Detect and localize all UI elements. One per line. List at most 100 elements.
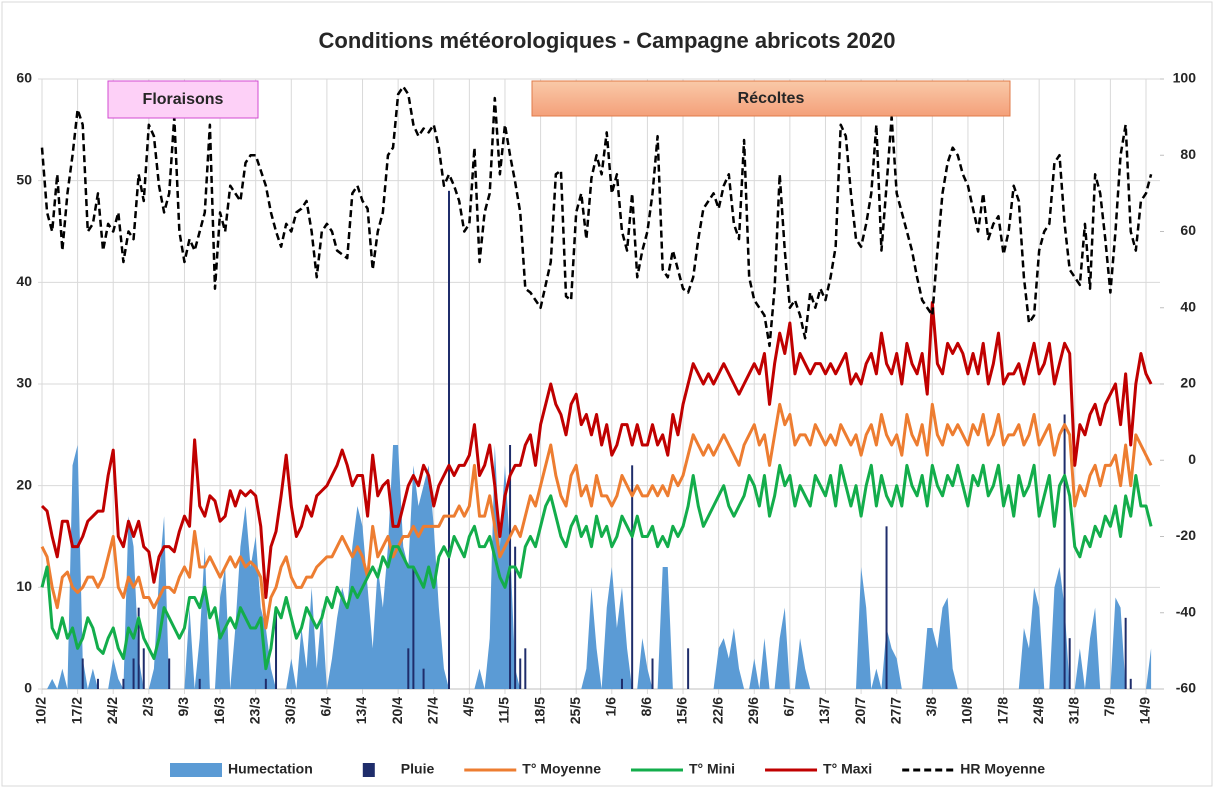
legend-item: Humectation (170, 761, 313, 777)
x-tick-label: 8/6 (638, 697, 654, 717)
y2-tick-label: -20 (1176, 527, 1196, 543)
bar (142, 648, 145, 689)
bar (620, 678, 623, 689)
y-tick-label: 10 (16, 578, 32, 594)
line (40, 85, 1153, 348)
plot-area: 0 10 20 30 40 50 60 -60 -40 -20 0 20 40 60 80 100 10/2 17… (16, 70, 1196, 725)
area (42, 445, 1152, 689)
bar (96, 678, 99, 689)
bar (519, 658, 522, 689)
y2-tick-label: -40 (1176, 603, 1196, 619)
legend-label: T° Mini (689, 761, 735, 777)
legend-item: Pluie (362, 761, 435, 777)
bar (1068, 638, 1071, 689)
legend-item: T° Moyenne (464, 761, 601, 777)
line (40, 301, 1153, 599)
legend-item: T° Maxi (765, 761, 872, 777)
bar (407, 648, 410, 689)
bar (198, 678, 201, 689)
legend: Humectation Pluie T° Moyenne T° Mini T° Maxi… (170, 761, 1045, 777)
bar (448, 190, 451, 690)
bar (514, 546, 517, 689)
y2-tick-label: 60 (1180, 222, 1196, 238)
x-tick-label: 30/3 (282, 697, 298, 724)
y2-tick-label: 0 (1188, 451, 1196, 467)
bar (1129, 678, 1132, 689)
y-tick-label: 40 (16, 273, 32, 289)
x-tick-label: 15/6 (674, 697, 690, 724)
bar (651, 658, 654, 689)
x-tick-label: 2/3 (140, 697, 156, 717)
y2-tick-label: 100 (1173, 70, 1197, 86)
line (40, 402, 1153, 630)
legend-swatch (170, 763, 222, 777)
x-tick-label: 24/8 (1030, 697, 1046, 724)
legend-label: T° Moyenne (522, 761, 601, 777)
bar (168, 658, 171, 689)
x-tick-label: 31/8 (1065, 697, 1081, 724)
y-tick-label: 20 (16, 476, 32, 492)
bar (81, 658, 84, 689)
x-tick-label: 9/3 (175, 697, 191, 717)
x-tick-label: 14/9 (1137, 697, 1153, 724)
legend-label: Humectation (228, 761, 313, 777)
line (40, 463, 1153, 671)
x-tick-label: 18/5 (531, 697, 547, 724)
bar (422, 668, 425, 689)
x-tick-label: 4/5 (460, 697, 476, 717)
bar (687, 648, 690, 689)
bar (1124, 617, 1127, 689)
bar (122, 678, 125, 689)
bar (137, 607, 140, 689)
y-tick-label: 60 (16, 70, 32, 86)
legend-label: T° Maxi (823, 761, 872, 777)
legend-item: T° Mini (630, 761, 735, 777)
annotation-box (531, 80, 1011, 117)
bar (264, 678, 267, 689)
x-tick-label: 16/3 (211, 697, 227, 724)
bar (275, 607, 278, 689)
x-tick-label: 11/5 (496, 697, 512, 724)
bar (132, 658, 135, 689)
x-tick-label: 27/7 (887, 697, 903, 724)
legend-swatch (362, 763, 375, 777)
x-tick-label: 20/4 (389, 697, 405, 724)
x-tick-label: 29/6 (745, 697, 761, 724)
bar (631, 465, 634, 689)
bar (412, 567, 415, 689)
x-tick-label: 13/4 (353, 697, 369, 724)
y2-tick-label: -60 (1176, 680, 1196, 696)
bar (1063, 414, 1066, 689)
chart-title: Conditions météorologiques - Campagne ab… (319, 28, 896, 53)
x-tick-label: 24/2 (104, 697, 120, 724)
x-tick-label: 27/4 (424, 697, 440, 724)
x-tick-label: 10/2 (33, 697, 49, 724)
y-tick-label: 30 (16, 375, 32, 391)
x-tick-label: 25/5 (567, 697, 583, 724)
y2-tick-label: 40 (1180, 298, 1196, 314)
x-tick-label: 1/6 (603, 697, 619, 717)
annotation: Récoltes (738, 90, 805, 107)
y2-tick-label: 80 (1180, 146, 1196, 162)
x-tick-label: 22/6 (709, 697, 725, 724)
bar (885, 526, 888, 689)
x-tick-label: 6/4 (318, 697, 334, 717)
annotation-box (107, 80, 259, 119)
x-tick-label: 23/3 (246, 697, 262, 724)
x-tick-label: 6/7 (781, 697, 797, 717)
x-tick-label: 13/7 (816, 697, 832, 724)
y-tick-label: 50 (16, 171, 32, 187)
y-tick-label: 0 (24, 680, 32, 696)
x-tick-label: 17/2 (68, 697, 84, 724)
x-tick-label: 7/9 (1101, 697, 1117, 717)
x-tick-label: 17/8 (994, 697, 1010, 724)
annotation: Floraisons (143, 91, 224, 108)
x-tick-label: 10/8 (959, 697, 975, 724)
x-tick-label: 20/7 (852, 697, 868, 724)
legend-label: Pluie (401, 761, 435, 777)
x-tick-label: 3/8 (923, 697, 939, 717)
legend-label: HR Moyenne (960, 761, 1045, 777)
y2-tick-label: 20 (1180, 375, 1196, 391)
